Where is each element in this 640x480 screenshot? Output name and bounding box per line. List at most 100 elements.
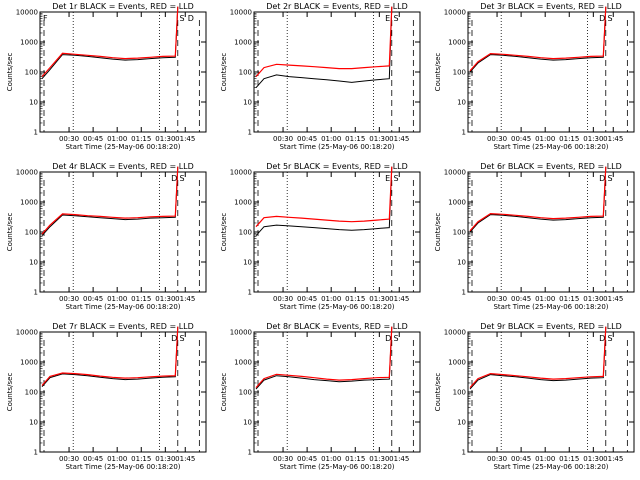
event-marker-label: S	[607, 14, 612, 23]
y-tick-label: 10000	[16, 169, 38, 177]
x-tick-label: 01:00	[107, 295, 127, 303]
chart-title: Det 8r BLACK = Events, RED = LLD	[266, 322, 408, 331]
y-tick-label: 100	[239, 229, 252, 237]
x-tick-label: 01:45	[389, 135, 409, 143]
events-series-line	[41, 6, 179, 80]
y-tick-label: 10	[29, 99, 38, 107]
x-tick-label: 00:30	[487, 455, 507, 463]
y-tick-label: 1000	[20, 359, 38, 367]
event-marker-label: S	[393, 334, 398, 343]
y-tick-label: 100	[453, 69, 466, 77]
x-tick-label: 00:30	[59, 455, 79, 463]
x-tick-label: 01:45	[175, 295, 195, 303]
y-tick-label: 10	[457, 419, 466, 427]
y-tick-label: 10000	[444, 169, 466, 177]
x-tick-label: 01:45	[603, 295, 623, 303]
y-tick-label: 100	[239, 69, 252, 77]
y-tick-label: 1000	[234, 39, 252, 47]
events-series-line	[41, 326, 179, 388]
x-tick-label: 01:30	[583, 455, 603, 463]
x-tick-label: 01:15	[559, 135, 579, 143]
x-tick-label: 01:45	[175, 455, 195, 463]
x-tick-label: 00:45	[297, 295, 317, 303]
events-series-line	[469, 326, 607, 390]
x-tick-label: 01:00	[535, 455, 555, 463]
lld-series-line	[469, 6, 607, 72]
y-axis-label: Counts/sec	[6, 213, 14, 252]
event-marker-label: E	[385, 14, 390, 23]
x-tick-label: 01:15	[131, 135, 151, 143]
y-tick-label: 1	[248, 289, 252, 297]
lld-series-line	[255, 166, 393, 228]
y-tick-label: 100	[25, 229, 38, 237]
event-marker-label: D	[188, 14, 194, 23]
y-tick-label: 10000	[444, 329, 466, 337]
y-tick-label: 100	[25, 69, 38, 77]
chart-panel-6: Det 6r BLACK = Events, RED = LLD 1 10 100 10…	[434, 162, 635, 311]
x-axis-label: Start Time (25-May-06 00:18:20)	[279, 303, 394, 311]
x-tick-label: 01:45	[389, 295, 409, 303]
x-tick-label: 01:15	[559, 295, 579, 303]
y-tick-label: 1000	[448, 199, 466, 207]
chart-panel-2: Det 2r BLACK = Events, RED = LLD 1 10 100 10…	[220, 2, 421, 151]
x-axis-label: Start Time (25-May-06 00:18:20)	[279, 143, 394, 151]
event-marker-label: D	[171, 334, 177, 343]
y-tick-label: 1000	[234, 199, 252, 207]
x-axis-label: Start Time (25-May-06 00:18:20)	[493, 143, 608, 151]
y-tick-label: 10	[243, 99, 252, 107]
lld-series-line	[41, 326, 179, 386]
event-marker-label: S	[179, 174, 184, 183]
x-tick-label: 01:30	[369, 135, 389, 143]
y-tick-label: 1	[248, 129, 252, 137]
event-marker-label: D	[599, 174, 605, 183]
x-tick-label: 00:45	[83, 455, 103, 463]
x-tick-label: 00:30	[59, 135, 79, 143]
x-tick-label: 01:30	[583, 295, 603, 303]
x-tick-label: 00:30	[487, 295, 507, 303]
x-tick-label: 01:00	[321, 295, 341, 303]
event-marker-label: S	[607, 174, 612, 183]
events-series-line	[255, 166, 393, 237]
y-tick-label: 1	[462, 289, 466, 297]
events-series-line	[469, 6, 607, 73]
y-tick-label: 10	[457, 99, 466, 107]
x-tick-label: 00:45	[511, 455, 531, 463]
plot-frame	[467, 331, 635, 453]
plot-frame	[39, 331, 207, 453]
event-marker-label: S	[393, 174, 398, 183]
plot-frame	[39, 171, 207, 293]
plot-frame	[39, 11, 207, 133]
y-tick-label: 100	[453, 229, 466, 237]
y-axis-label: Counts/sec	[434, 373, 442, 412]
y-tick-label: 1000	[448, 359, 466, 367]
x-tick-label: 01:00	[321, 455, 341, 463]
y-tick-label: 1000	[448, 39, 466, 47]
y-tick-label: 10000	[16, 9, 38, 17]
plot-frame	[467, 11, 635, 133]
event-marker-label: S	[393, 14, 398, 23]
y-tick-label: 10000	[230, 329, 252, 337]
event-marker-label: D	[171, 174, 177, 183]
y-axis-label: Counts/sec	[220, 53, 228, 92]
chart-title: Det 4r BLACK = Events, RED = LLD	[52, 162, 194, 171]
x-tick-label: 01:30	[155, 295, 175, 303]
y-tick-label: 100	[25, 389, 38, 397]
lld-series-line	[41, 166, 179, 235]
x-axis-label: Start Time (25-May-06 00:18:20)	[65, 143, 180, 151]
y-axis-label: Counts/sec	[434, 53, 442, 92]
x-tick-label: 01:15	[345, 135, 365, 143]
x-tick-label: 00:45	[83, 295, 103, 303]
lld-series-line	[469, 326, 607, 388]
x-tick-label: 01:30	[369, 455, 389, 463]
x-tick-label: 00:45	[297, 455, 317, 463]
x-axis-label: Start Time (25-May-06 00:18:20)	[65, 303, 180, 311]
x-axis-label: Start Time (25-May-06 00:18:20)	[493, 463, 608, 471]
event-marker-label: S	[179, 14, 184, 23]
lld-series-line	[255, 6, 393, 77]
x-tick-label: 01:15	[345, 295, 365, 303]
y-tick-label: 1	[248, 449, 252, 457]
event-marker-label: S	[179, 334, 184, 343]
x-tick-label: 01:15	[559, 455, 579, 463]
chart-title: Det 2r BLACK = Events, RED = LLD	[266, 2, 408, 11]
chart-title: Det 1r BLACK = Events, RED = LLD	[52, 2, 194, 11]
